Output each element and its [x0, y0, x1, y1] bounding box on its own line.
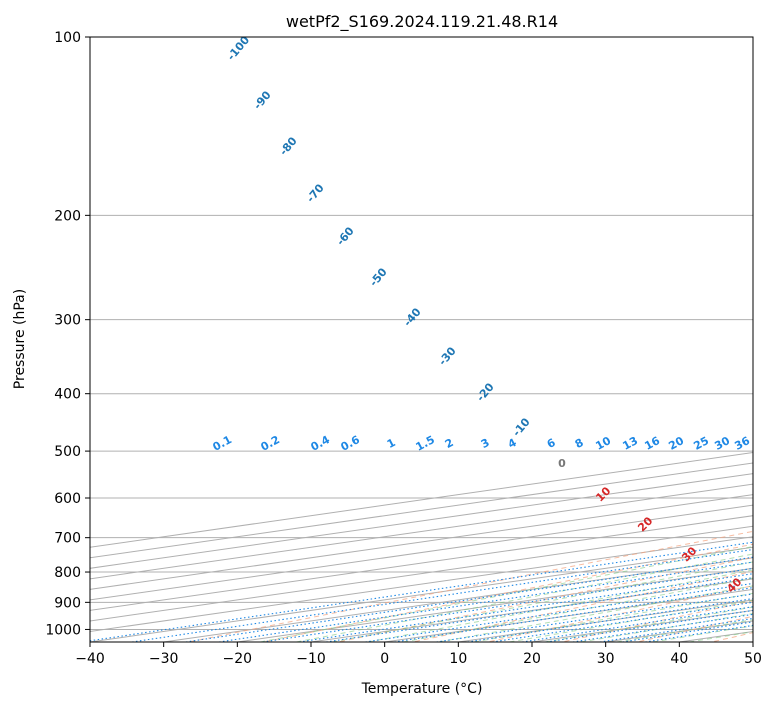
y-tick-label: 900	[54, 595, 81, 611]
moist-adiabat-line	[544, 606, 753, 642]
mixing-ratio-label: 2	[443, 436, 456, 451]
isotherm-line	[310, 578, 753, 642]
y-tick-label: 400	[54, 387, 81, 403]
moist-adiabat-label: 40	[724, 575, 744, 595]
y-tick-label: 100	[54, 30, 81, 46]
dry-adiabat-line	[562, 600, 753, 642]
mixing-ratio-label: 30	[712, 434, 732, 453]
isotherm-line	[90, 494, 753, 590]
x-tick-label: −10	[296, 651, 326, 667]
mixing-ratio-line	[262, 567, 753, 642]
moist-adiabat-line	[438, 585, 753, 642]
mixing-ratio-line	[365, 582, 753, 642]
dry-adiabat-label: -60	[334, 224, 357, 248]
moist-adiabat-line	[367, 569, 753, 642]
x-tick-label: 50	[744, 651, 762, 667]
background-lines	[90, 37, 753, 642]
mixing-ratio-line	[90, 541, 753, 642]
isotherm-line	[752, 641, 753, 642]
mixing-ratio-label: 4	[506, 436, 519, 451]
isotherm-line	[90, 483, 753, 580]
x-tick-label: 0	[380, 651, 389, 667]
mixing-ratio-label: 20	[666, 434, 686, 453]
dry-adiabat-line	[263, 543, 753, 642]
isotherm-line	[90, 452, 753, 548]
moist-adiabat-line	[296, 553, 753, 642]
dry-adiabat-label: -40	[401, 305, 424, 329]
dry-adiabat-line	[711, 632, 753, 642]
x-tick-label: −30	[149, 651, 179, 667]
x-tick-label: 10	[449, 651, 467, 667]
series-layer	[763, 37, 775, 578]
mixing-ratio-line	[185, 556, 753, 642]
x-tick-label: 30	[597, 651, 615, 667]
x-axis: −40 −30 −20 −10 0 10 20 30 40 50	[75, 642, 762, 667]
x-tick-label: 40	[670, 651, 688, 667]
mixing-ratio-label: 1	[385, 436, 398, 451]
isotherm-line	[90, 515, 753, 611]
mixing-ratio-label: 36	[732, 434, 752, 453]
plot-frame	[89, 36, 754, 643]
moist-adiabat-line	[580, 612, 753, 642]
y-tick-label: 700	[54, 531, 81, 547]
x-tick-label: 20	[523, 651, 541, 667]
sounding-series-line	[763, 37, 775, 578]
isotherm-line	[90, 504, 753, 601]
isotherm-line	[90, 536, 753, 632]
moist-adiabat-label: 10	[593, 484, 613, 504]
x-tick-label: −20	[223, 651, 253, 667]
y-tick-label: 300	[54, 313, 81, 329]
mixing-ratio-label: 13	[620, 434, 640, 453]
dry-adiabat-label: -80	[277, 134, 300, 158]
dry-adiabat-label: -10	[510, 415, 533, 439]
isotherm-line	[90, 462, 753, 559]
isotherm-line	[90, 473, 753, 569]
dry-adiabat-label: -50	[367, 265, 390, 289]
y-axis: 100 200 300 400 500 600 700 800 900 1000	[45, 30, 90, 638]
y-axis-label: Pressure (hPa)	[12, 289, 28, 389]
mixing-ratio-label: 6	[545, 436, 558, 451]
moist-adiabat-line	[260, 546, 753, 642]
moist-adiabat-label: 20	[635, 514, 655, 534]
zero-isotherm-label: 0	[558, 457, 566, 470]
mixing-ratio-label: 10	[593, 434, 613, 453]
isotherm-line	[90, 525, 753, 622]
dry-adiabat-label: -100	[225, 33, 253, 63]
y-tick-label: 600	[54, 491, 81, 507]
chart-title: wetPf2_S169.2024.119.21.48.R14	[286, 12, 558, 32]
line-labels: 0.1 0.2 0.4 0.6 1 1.5 2 3 4 6 8 10 13 16 20 25 30 36-100-…	[211, 33, 753, 595]
dry-adiabat-label: -90	[251, 88, 274, 112]
y-tick-label: 500	[54, 444, 81, 460]
y-tick-label: 200	[54, 208, 81, 224]
mixing-ratio-label: 8	[573, 436, 586, 451]
mixing-ratio-line	[467, 598, 753, 642]
mixing-ratio-line	[436, 593, 753, 642]
dry-adiabat-label: -70	[304, 181, 327, 205]
dry-adiabat-label: -20	[474, 380, 497, 404]
dry-adiabat-line	[338, 557, 753, 642]
dry-adiabat-label: -30	[436, 344, 459, 368]
dry-adiabat-line	[412, 570, 753, 642]
mixing-ratio-label: 16	[642, 434, 662, 453]
y-tick-label: 1000	[45, 622, 81, 638]
mixing-ratio-label: 3	[479, 436, 492, 451]
x-tick-label: −40	[75, 651, 105, 667]
y-tick-label: 800	[54, 565, 81, 581]
dry-adiabat-line	[487, 585, 753, 642]
mixing-ratio-label: 25	[691, 434, 711, 453]
mixing-ratio-line	[394, 587, 753, 642]
moist-adiabat-line	[403, 577, 753, 642]
x-axis-label: Temperature (°C)	[361, 681, 483, 697]
mixing-ratio-line	[572, 613, 753, 642]
dry-adiabat-line	[636, 615, 753, 642]
